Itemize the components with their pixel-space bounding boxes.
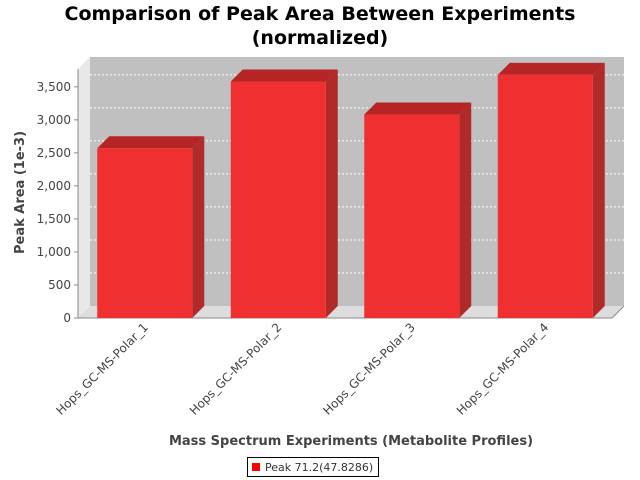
y-axis-label: Peak Area (1e-3) — [13, 131, 28, 254]
y-tick-label: 1,000 — [37, 245, 71, 259]
x-axis-label: Mass Spectrum Experiments (Metabolite Pr… — [169, 434, 533, 449]
bar-top — [230, 69, 338, 82]
y-tick-label: 3,000 — [37, 113, 71, 127]
bar-top — [497, 62, 605, 75]
y-tick-label: 3,500 — [37, 80, 71, 94]
bar-side — [325, 69, 338, 318]
legend-swatch — [252, 463, 260, 471]
x-tick-label: Hops_GC-MS-Polar_2 — [187, 320, 285, 418]
y-tick-label: 1,500 — [37, 212, 71, 226]
legend-label: Peak 71.2(47.8286) — [265, 460, 374, 474]
bar-top — [97, 136, 205, 149]
y-tick-label: 2,000 — [37, 179, 71, 193]
x-tick-label: Hops_GC-MS-Polar_1 — [53, 320, 151, 418]
plot-floor — [78, 306, 624, 318]
chart-title-main: Comparison of Peak Area Between Experime… — [64, 3, 576, 25]
y-tick-label: 0 — [63, 311, 71, 325]
bar — [230, 81, 326, 318]
x-tick-label: Hops_GC-MS-Polar_4 — [454, 320, 552, 418]
chart-title: Comparison of Peak Area Between Experime… — [0, 2, 640, 50]
plot-floor-side-edge — [611, 305, 625, 319]
plot-left-wall — [78, 57, 90, 318]
legend: Peak 71.2(47.8286) — [247, 457, 380, 477]
bar — [97, 148, 193, 318]
x-tick-label: Hops_GC-MS-Polar_3 — [320, 320, 418, 418]
bar — [364, 114, 460, 318]
y-tick-label: 2,500 — [37, 146, 71, 160]
bar — [497, 74, 593, 318]
y-tick-label: 500 — [48, 278, 71, 292]
bar-side — [192, 136, 205, 318]
bar-top — [364, 102, 472, 115]
bar-side — [459, 102, 472, 318]
chart-title-sub: (normalized) — [251, 27, 389, 49]
bar-side — [592, 62, 605, 318]
